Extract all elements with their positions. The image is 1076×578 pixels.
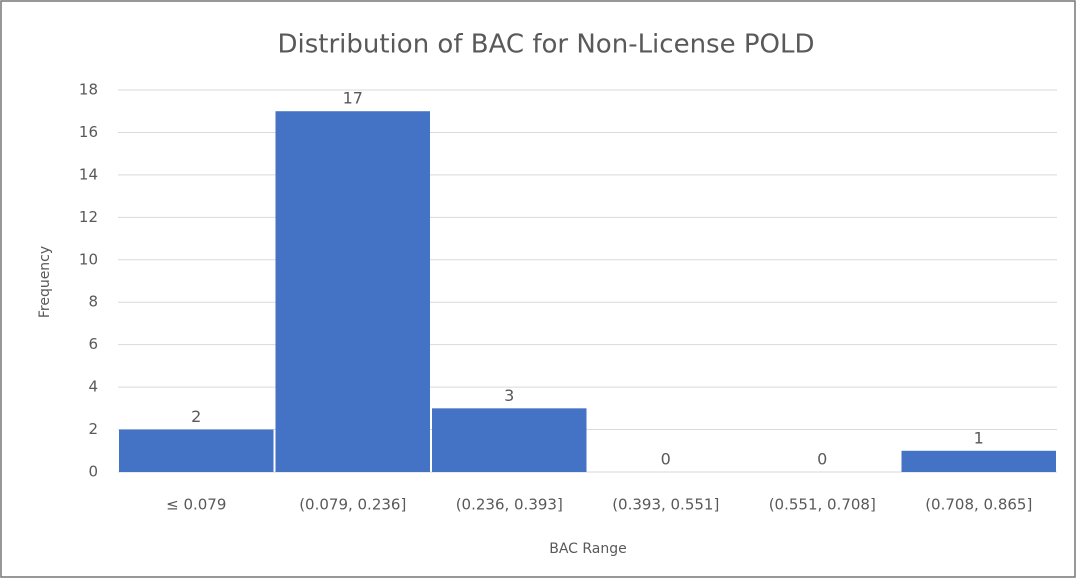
data-label: 0 — [661, 450, 671, 469]
data-label: 1 — [974, 428, 984, 447]
y-tick-label: 8 — [88, 293, 98, 311]
y-tick-label: 6 — [88, 335, 98, 353]
x-axis-label: BAC Range — [549, 541, 627, 557]
y-axis-label: Frequency — [37, 246, 53, 318]
y-tick-label: 2 — [88, 420, 98, 438]
y-tick-label: 14 — [79, 165, 98, 183]
y-tick-label: 12 — [79, 208, 98, 226]
y-tick-label: 4 — [88, 378, 98, 396]
x-tick-label: (0.079, 0.236] — [299, 496, 406, 514]
data-label: 0 — [817, 450, 827, 469]
y-tick-label: 10 — [79, 250, 98, 268]
bar — [119, 429, 274, 472]
x-tick-label: (0.393, 0.551] — [612, 496, 719, 514]
bar — [901, 450, 1056, 472]
y-tick-label: 16 — [79, 123, 98, 141]
x-tick-label: ≤ 0.079 — [166, 496, 226, 514]
y-tick-label: 0 — [88, 463, 98, 481]
data-label: 17 — [343, 89, 363, 108]
data-label: 2 — [191, 407, 201, 426]
bar — [432, 408, 587, 472]
data-label: 3 — [504, 386, 514, 405]
chart-title: Distribution of BAC for Non-License POLD — [277, 30, 814, 60]
x-tick-label: (0.708, 0.865] — [925, 496, 1032, 514]
x-tick-label: (0.551, 0.708] — [769, 496, 876, 514]
x-tick-label: (0.236, 0.393] — [456, 496, 563, 514]
y-tick-label: 18 — [79, 81, 98, 99]
bar — [275, 111, 430, 472]
